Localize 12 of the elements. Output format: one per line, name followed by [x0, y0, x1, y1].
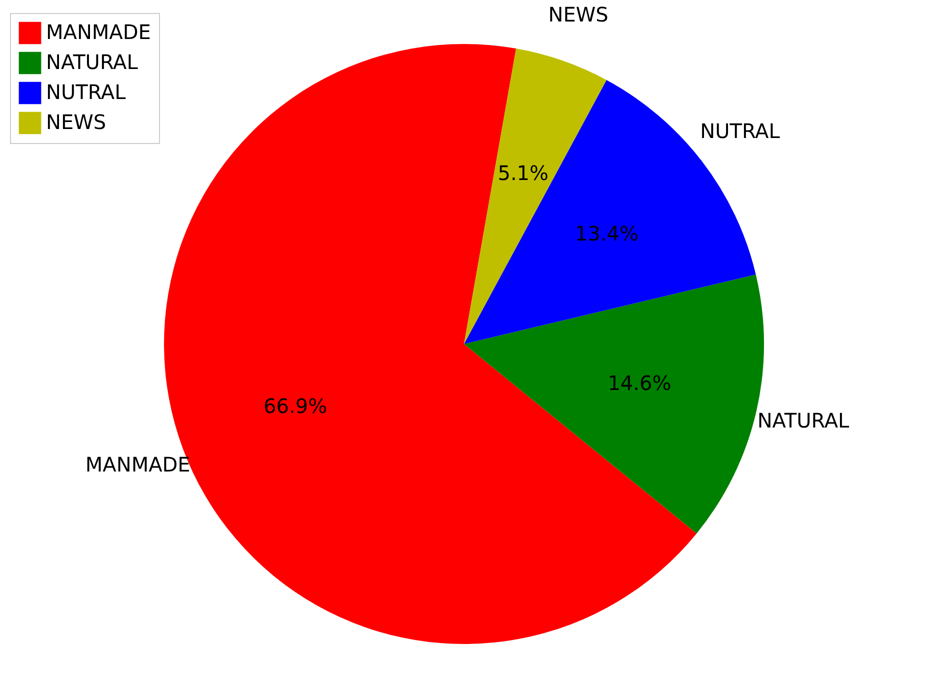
- slice-label: NUTRAL: [700, 119, 781, 144]
- legend-label: NUTRAL: [46, 80, 127, 104]
- slice-label: NATURAL: [757, 408, 850, 433]
- data-label: 66.9%: [264, 394, 328, 418]
- slice-label: NEWS: [548, 2, 608, 26]
- slice-label: MANMADE: [85, 452, 190, 476]
- data-label: 14.6%: [608, 371, 672, 396]
- data-label: 13.4%: [574, 221, 639, 246]
- data-label: 5.1%: [498, 160, 549, 185]
- legend-label: MANMADE: [46, 20, 151, 44]
- legend-label: NATURAL: [46, 50, 139, 74]
- legend-label: NEWS: [46, 110, 106, 134]
